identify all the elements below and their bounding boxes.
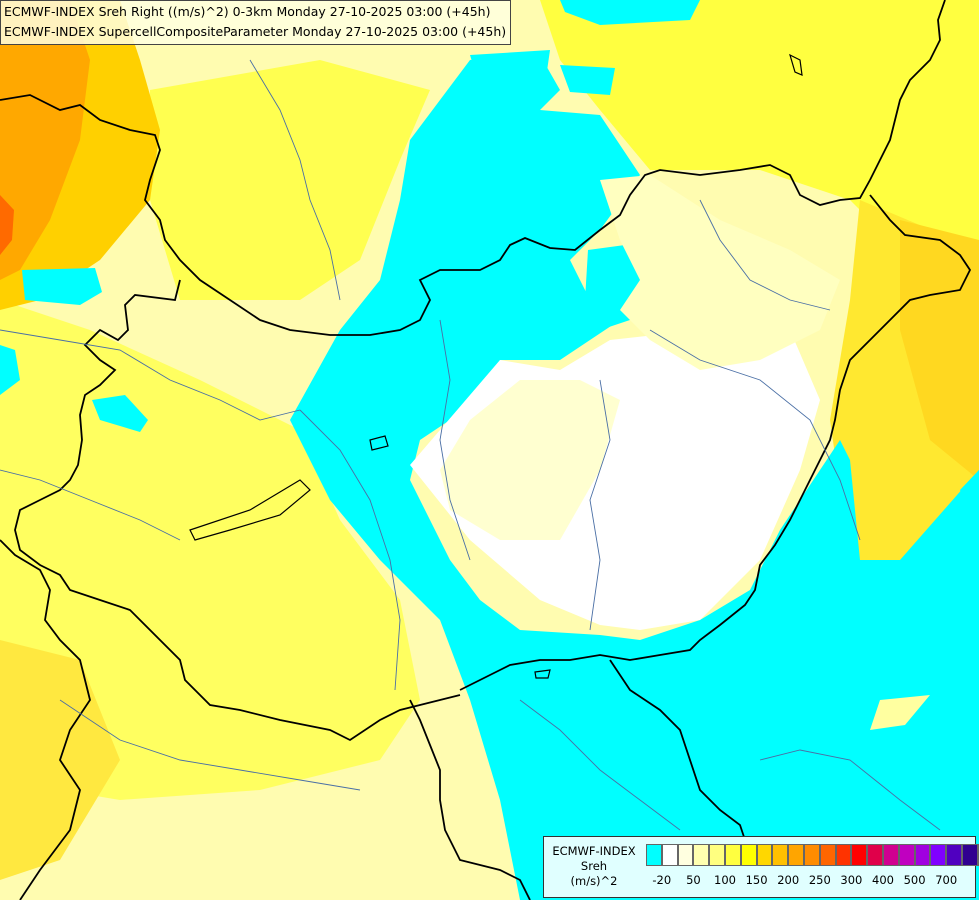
legend-tick-label: 250 <box>808 873 831 887</box>
color-legend: ECMWF-INDEX Sreh (m/s)^2 -20 50 100 150 200 2… <box>543 836 979 898</box>
legend-swatch <box>961 844 978 866</box>
legend-title-line-3: (m/s)^2 <box>570 874 618 888</box>
border-line-east <box>459 194 972 691</box>
map-title-box: ECMWF-INDEX Sreh Right ((m/s)^2) 0-3km M… <box>0 0 512 45</box>
legend-tick-label: 50 <box>686 873 701 887</box>
legend-swatch <box>882 844 899 866</box>
legend-swatch <box>930 844 947 866</box>
river-4 <box>589 379 611 631</box>
legend-swatch <box>851 844 868 866</box>
legend-tick-label: 150 <box>745 873 768 887</box>
legend-swatch <box>803 844 820 866</box>
island-1 <box>789 53 803 76</box>
island-2 <box>534 669 551 679</box>
orange-region-core <box>0 0 90 280</box>
legend-title-line-2: Sreh <box>580 859 608 873</box>
legend-swatch <box>788 844 804 866</box>
legend-swatch <box>772 844 789 866</box>
pale-region-center <box>440 380 620 540</box>
river-5 <box>649 329 861 541</box>
legend-swatch <box>646 844 662 866</box>
border-line-north <box>0 0 946 336</box>
cyan-patch-west <box>22 268 102 305</box>
legend-swatch <box>914 844 931 866</box>
yellow-region-north <box>150 60 430 300</box>
cyan-patch-north <box>470 50 550 88</box>
lake-outline <box>189 479 311 541</box>
legend-title-line-1: ECMWF-INDEX <box>552 844 636 858</box>
legend-swatch <box>867 844 883 866</box>
legend-tick-label: 100 <box>714 873 736 887</box>
legend-tick-label: -20 <box>652 873 672 887</box>
legend-tick-label: 700 <box>935 873 958 887</box>
legend-tick-label: 400 <box>872 873 894 887</box>
river-2 <box>299 409 401 691</box>
river-1 <box>0 329 301 421</box>
legend-tick-labels: -20 50 100 150 200 250 300 400 500 700 <box>646 873 976 889</box>
legend-swatch <box>946 844 962 866</box>
border-line-west <box>14 279 461 742</box>
yellow-patch-southeast <box>870 695 930 730</box>
border-line-south <box>409 699 531 900</box>
cyan-patch-west-edge <box>0 345 20 395</box>
red-spot <box>0 195 14 255</box>
pale-region-northcenter <box>600 175 840 370</box>
river-6 <box>249 59 341 301</box>
river-3 <box>439 319 471 561</box>
legend-tick-label: 500 <box>903 873 926 887</box>
legend-swatch <box>835 844 852 866</box>
title-line-1: ECMWF-INDEX Sreh Right ((m/s)^2) 0-3km M… <box>4 4 491 19</box>
cyan-patch-topright <box>560 65 615 95</box>
legend-swatch <box>693 844 710 866</box>
legend-swatch <box>661 844 678 866</box>
legend-tick-label: 300 <box>840 873 863 887</box>
legend-swatches <box>646 844 979 866</box>
river-8 <box>519 699 681 831</box>
river-10 <box>59 699 361 791</box>
river-11 <box>0 469 181 541</box>
border-line-southeast <box>609 659 746 841</box>
cyan-patch-small <box>92 395 148 432</box>
legend-tick-label: 200 <box>777 873 800 887</box>
legend-swatch <box>740 844 757 866</box>
title-line-2: ECMWF-INDEX SupercellCompositeParameter … <box>4 24 507 39</box>
small-lake <box>369 435 389 451</box>
legend-swatch <box>977 844 979 866</box>
legend-title: ECMWF-INDEX Sreh (m/s)^2 <box>546 844 642 889</box>
legend-swatch <box>898 844 915 866</box>
cyan-patch-top <box>560 0 700 25</box>
legend-swatch <box>724 844 741 866</box>
legend-swatch <box>819 844 836 866</box>
river-9 <box>759 749 941 831</box>
cyan-patch-east <box>960 470 979 510</box>
legend-swatch <box>709 844 725 866</box>
yellow-region-west <box>0 300 420 800</box>
cyan-region-central <box>290 55 979 900</box>
legend-swatch <box>756 844 773 866</box>
river-7 <box>699 199 831 311</box>
border-line-far-west <box>0 539 91 900</box>
legend-swatch <box>677 844 694 866</box>
yellow-region-deep-east <box>900 220 979 480</box>
